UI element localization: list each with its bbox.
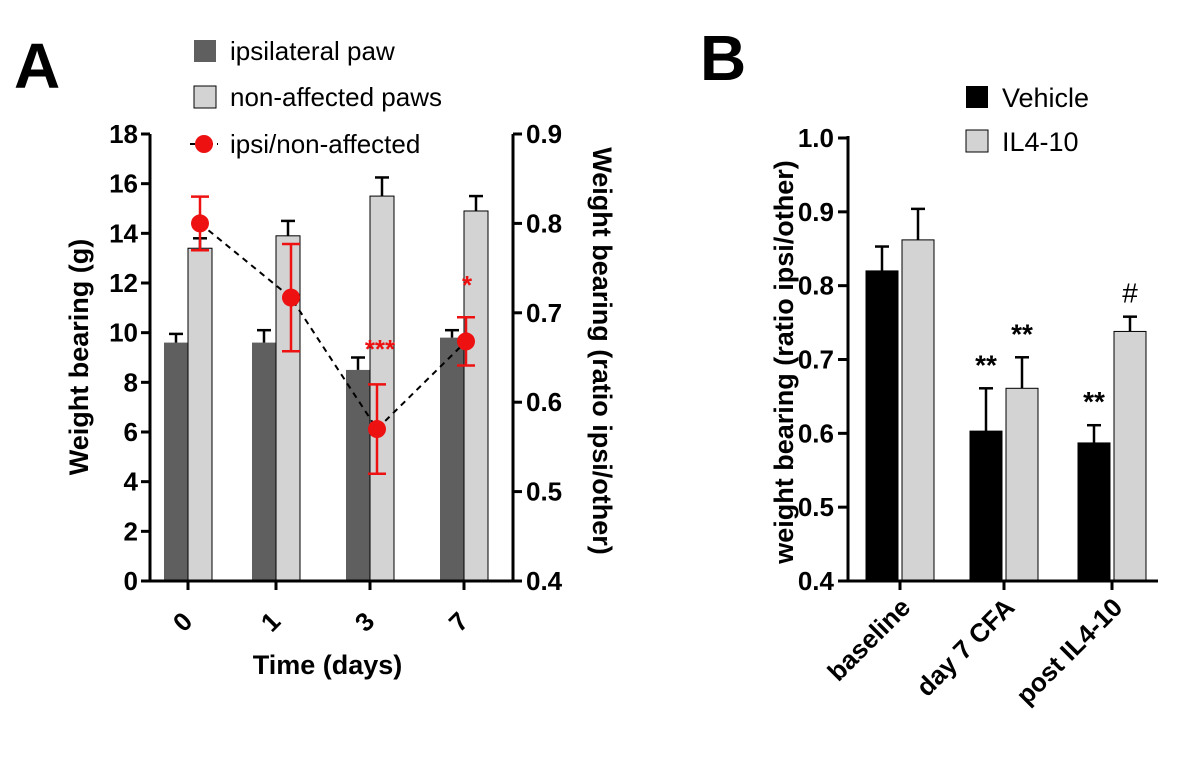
il4-bar-2: [1113, 330, 1147, 582]
panel-b-sig-il4-2: #: [1122, 278, 1138, 309]
panel-a-right-tick-label: 0.5: [526, 477, 562, 507]
panel-a-left-tick-label: 18: [109, 119, 138, 149]
panel-a-x-tick-label: 0: [167, 606, 198, 637]
panel-a-right-tick-label: 0.6: [526, 387, 562, 417]
legend-ipsi-label: ipsilateral paw: [230, 36, 395, 66]
panel-a-left-tick-label: 16: [109, 169, 138, 199]
legend-vehicle-swatch: [966, 86, 988, 108]
ipsi-bar-1: [252, 342, 276, 581]
ipsi-bar-0: [164, 342, 188, 581]
ratio-series-line: [199, 222, 467, 431]
legend-ipsi-swatch: [194, 40, 216, 62]
panel-a-y-axis-title: Weight bearing (g): [64, 239, 94, 476]
panel-a-right-tick-label: 0.7: [526, 298, 562, 328]
panel-b-x-tick-label: day 7 CFA: [910, 592, 1020, 702]
ratio-point-7: [457, 332, 475, 351]
vehicle-bar-2: [1077, 442, 1111, 582]
nonaff-bar-0: [187, 247, 213, 582]
il4-bar-0: [901, 239, 935, 582]
nonaff-bar-7: [463, 210, 489, 582]
nonaff-bar-3: [369, 195, 395, 582]
panel-a-left-tick-label: 4: [124, 467, 139, 497]
panel-b-sig-vehicle-2: **: [1083, 386, 1105, 417]
panel-a-x-tick-label: 7: [443, 606, 474, 637]
panel-a-left-tick-label: 12: [109, 268, 138, 298]
legend-ratio-label: ipsi/non-affected: [230, 129, 420, 159]
ratio-point-0: [191, 214, 209, 233]
panel-a-right-tick-label: 0.8: [526, 208, 562, 238]
ratio-point-3: [368, 420, 386, 439]
panel-b-y-tick-label: 0.4: [798, 566, 835, 596]
il4-bar-1: [1005, 387, 1039, 582]
panel-b-y-tick-label: 0.5: [798, 492, 834, 522]
panel-b-y-axis-title: weight bearing (ratio ipsi/other): [769, 160, 799, 565]
panel-b-y-tick-label: 0.9: [798, 197, 834, 227]
panel-b-y-tick-label: 0.6: [798, 418, 834, 448]
vehicle-bar-1: [969, 430, 1003, 582]
panel-a-left-tick-label: 14: [109, 218, 138, 248]
panel-a-x-tick-label: 3: [349, 606, 380, 637]
panel-a-right-axis-title: Weight bearing (ratio ipsi/other): [587, 147, 617, 555]
panel-b-sig-vehicle-1: **: [975, 349, 997, 380]
panel-a-left-tick-label: 2: [124, 516, 138, 546]
panel-b-y-tick-label: 0.7: [798, 345, 834, 375]
ipsi-bar-7: [440, 337, 464, 581]
legend-nonaff-swatch: [193, 85, 217, 109]
legend-il4-swatch: [965, 129, 989, 153]
legend-nonaff-label: non-affected paws: [230, 82, 442, 112]
panel-b-y-tick-label: 0.8: [798, 271, 834, 301]
panel-b-sig-il4-1: **: [1011, 318, 1033, 349]
panel-b-letter: B: [700, 22, 746, 94]
panel-a-left-tick-label: 0: [124, 566, 138, 596]
panel-a-sig-day7: *: [462, 270, 473, 300]
panel-a-right-tick-label: 0.4: [526, 566, 563, 596]
vehicle-bar-0: [865, 270, 899, 582]
ratio-point-1: [282, 288, 300, 307]
panel-a-left-tick-label: 8: [124, 367, 138, 397]
ipsi-bar-3: [346, 369, 370, 581]
panel-a-x-tick-label: 1: [255, 606, 286, 637]
panel-a-left-tick-label: 10: [109, 318, 138, 348]
panel-a-letter: A: [14, 30, 60, 102]
legend-il4-label: IL4-10: [1002, 127, 1079, 157]
legend-vehicle-label: Vehicle: [1002, 83, 1089, 113]
panel-a-sig-day3: ***: [365, 334, 396, 364]
panel-b-x-tick-label: baseline: [821, 592, 916, 687]
panel-a-left-tick-label: 6: [124, 417, 138, 447]
panel-a-x-axis-title: Time (days): [253, 650, 403, 680]
legend-ratio-marker: [195, 135, 213, 153]
panel-b-x-tick-label: post IL4-10: [1010, 592, 1128, 710]
panel-b-y-tick-label: 1.0: [798, 123, 834, 153]
panel-a-right-tick-label: 0.9: [526, 119, 562, 149]
